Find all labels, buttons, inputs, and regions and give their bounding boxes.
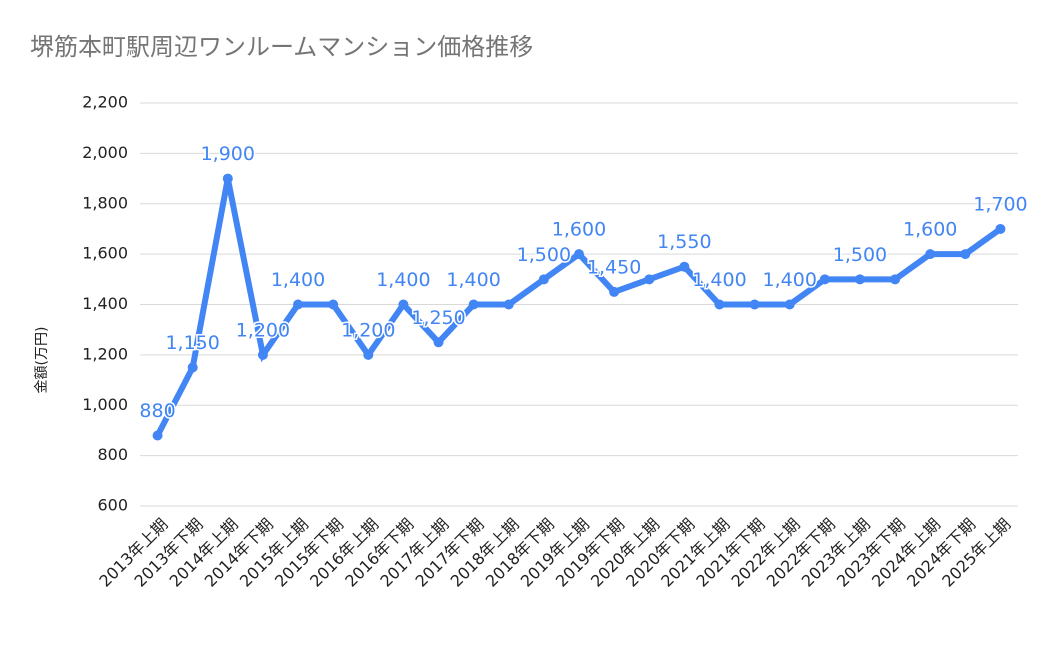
y-tick-label: 2,000 (82, 143, 128, 162)
data-label: 1,600 (552, 219, 606, 241)
data-label: 1,400 (271, 269, 325, 291)
data-point (995, 223, 1006, 234)
data-point (257, 349, 268, 360)
data-point (679, 261, 690, 272)
data-point (468, 299, 479, 310)
data-point (152, 430, 163, 441)
data-point (574, 249, 584, 260)
data-label: 1,400 (763, 269, 817, 291)
data-point (819, 274, 830, 285)
data-point (609, 286, 620, 297)
data-label: 1,700 (973, 193, 1027, 215)
data-label: 880 (139, 400, 175, 422)
data-point (187, 362, 198, 373)
data-point (293, 299, 304, 310)
y-tick-label: 1,600 (82, 244, 128, 263)
data-point (328, 299, 339, 310)
data-label: 1,500 (833, 244, 887, 266)
data-point (363, 349, 374, 360)
data-point (714, 299, 725, 310)
data-point (398, 299, 409, 310)
data-label: 1,200 (341, 319, 395, 341)
y-tick-label: 1,000 (82, 395, 128, 414)
y-tick-label: 1,200 (82, 344, 128, 363)
chart-title: 堺筋本町駅周辺ワンルームマンション価格推移 (30, 33, 533, 61)
data-point (960, 249, 971, 260)
y-tick-label: 600 (97, 496, 128, 515)
data-point (222, 173, 233, 184)
data-point (890, 274, 901, 285)
data-point (749, 299, 760, 310)
data-label: 1,250 (411, 307, 465, 329)
y-tick-label: 1,800 (82, 193, 128, 212)
y-axis-label: 金額(万円) (34, 327, 50, 394)
data-point (538, 274, 549, 285)
data-point (854, 274, 865, 285)
data-point (503, 299, 514, 310)
data-label: 1,400 (376, 269, 430, 291)
data-point (644, 274, 655, 285)
data-label: 1,600 (903, 219, 957, 241)
data-point (433, 337, 444, 348)
data-label: 1,500 (517, 244, 571, 266)
data-label: 1,450 (587, 256, 641, 278)
data-line (154, 177, 1003, 437)
data-label: 1,400 (446, 269, 500, 291)
data-point (925, 249, 936, 260)
y-tick-label: 2,200 (82, 93, 128, 112)
data-label: 1,150 (165, 332, 219, 354)
data-point (784, 299, 795, 310)
data-label: 1,200 (236, 319, 290, 341)
data-label: 1,400 (692, 269, 746, 291)
data-label: 1,900 (201, 143, 255, 165)
y-tick-label: 1,400 (82, 294, 128, 313)
y-tick-label: 800 (97, 445, 128, 464)
data-label: 1,550 (657, 231, 711, 253)
